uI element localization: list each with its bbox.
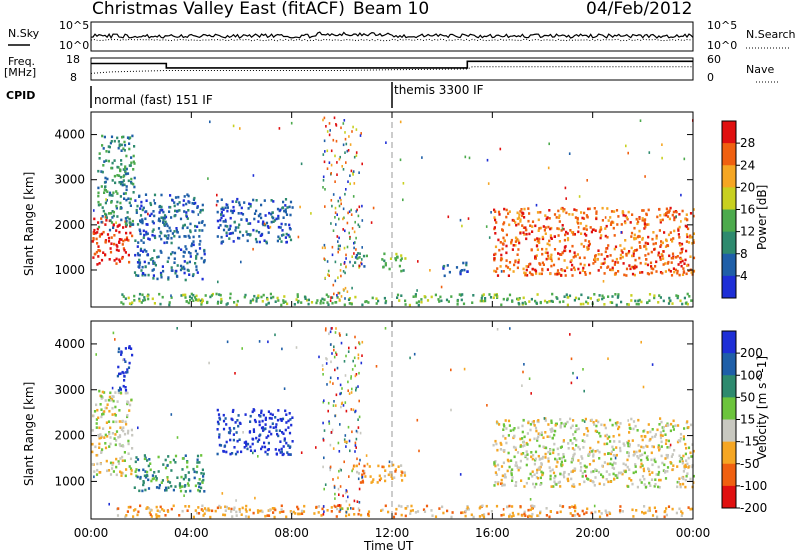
power-colorbar-cell bbox=[722, 143, 736, 166]
freq-label-line1: Freq. bbox=[8, 55, 36, 68]
noise-strip-frame bbox=[90, 21, 694, 52]
power-echo-region bbox=[216, 197, 294, 245]
power-ytick-label: 1000 bbox=[54, 263, 85, 277]
velocity-colorbar-tick-label: 50 bbox=[740, 390, 755, 404]
power-echo-region bbox=[442, 261, 469, 278]
power-colorbar-tick-label: 20 bbox=[740, 180, 755, 194]
velocity-colorbar-tick-label: 200 bbox=[740, 346, 763, 360]
power-colorbar-tick-label: 28 bbox=[740, 136, 755, 150]
cpid-label: CPID bbox=[6, 89, 36, 102]
velocity-colorbar-cell bbox=[722, 397, 736, 420]
power-colorbar-cell bbox=[722, 121, 736, 144]
velocity-echo-region bbox=[116, 345, 134, 392]
power-colorbar-tick-label: 12 bbox=[740, 225, 755, 239]
nsearch-label: N.Search bbox=[746, 28, 796, 41]
xtick-label: 16:00 bbox=[475, 526, 510, 540]
velocity-colorbar-label: Velocity [m s^-1] bbox=[755, 355, 769, 460]
xtick-label: 08:00 bbox=[274, 526, 309, 540]
velocity-echo-region bbox=[216, 408, 294, 457]
velocity-colorbar-cell bbox=[722, 463, 736, 487]
freq-tick-bottom: 8 bbox=[70, 71, 77, 84]
noise-search-line bbox=[90, 38, 694, 42]
velocity-echo-region bbox=[91, 389, 134, 478]
power-colorbar-cell bbox=[722, 209, 736, 233]
noise-sky-line bbox=[90, 31, 694, 40]
power-colorbar-tick-label: 24 bbox=[740, 158, 755, 172]
power-ytick-label: 3000 bbox=[54, 173, 85, 187]
velocity-ytick-label: 2000 bbox=[54, 429, 85, 443]
xaxis-label: Time UT bbox=[364, 539, 414, 553]
power-colorbar-cell bbox=[722, 253, 736, 277]
power-echo-region bbox=[133, 193, 206, 282]
power-colorbar-tick-label: 4 bbox=[740, 269, 748, 283]
power-colorbar-tick-label: 16 bbox=[740, 203, 755, 217]
velocity-ytick-label: 3000 bbox=[54, 383, 85, 397]
power-colorbar-cell bbox=[722, 187, 736, 210]
velocity-colorbar-cell bbox=[722, 353, 736, 376]
nave-label: Nave bbox=[746, 63, 775, 76]
velocity-ytick-label: 1000 bbox=[54, 474, 85, 488]
velocity-colorbar-tick-label: -50 bbox=[740, 457, 760, 471]
power-echo-region bbox=[97, 134, 136, 232]
power-colorbar-cell bbox=[722, 165, 736, 188]
velocity-colorbar-cell bbox=[722, 331, 736, 354]
velocity-colorbar-cell bbox=[722, 419, 736, 443]
velocity-echo-region bbox=[352, 463, 407, 484]
velocity-colorbar-tick-label: 15 bbox=[740, 413, 755, 427]
power-ytick-label: 2000 bbox=[54, 218, 85, 232]
power-colorbar-cell bbox=[722, 275, 736, 299]
station-title: Christmas Valley East (fitACF) bbox=[92, 0, 345, 19]
velocity-colorbar-cell bbox=[722, 375, 736, 398]
power-echo-region bbox=[91, 215, 134, 266]
power-colorbar-label: Power [dB] bbox=[755, 184, 769, 250]
nave-tick-bottom: 0 bbox=[707, 71, 714, 84]
nsky-label: N.Sky bbox=[8, 27, 40, 40]
xtick-label: 12:00 bbox=[375, 526, 410, 540]
xtick-label: 20:00 bbox=[575, 526, 610, 540]
velocity-colorbar-cell bbox=[722, 485, 736, 509]
power-ytick-label: 4000 bbox=[54, 128, 85, 142]
velocity-colorbar-tick-label: -200 bbox=[740, 501, 767, 515]
xtick-label: 00:00 bbox=[74, 526, 109, 540]
velocity-echo-region bbox=[492, 417, 695, 489]
velocity-echo-region bbox=[133, 454, 206, 493]
velocity-scatter-noise bbox=[93, 327, 695, 516]
velocity-ytick-label: 4000 bbox=[54, 337, 85, 351]
noise-tick-bottom-right: 10^0 bbox=[707, 39, 738, 52]
velocity-panel-bg bbox=[91, 321, 693, 519]
freq-tick-top: 18 bbox=[66, 53, 80, 66]
velocity-ylabel: Slant Range [km] bbox=[22, 381, 36, 486]
cpid-segment-1: normal (fast) 151 IF bbox=[94, 93, 213, 107]
date-label: 04/Feb/2012 bbox=[586, 0, 693, 19]
freq-strip-frame bbox=[90, 57, 694, 81]
power-ylabel: Slant Range [km] bbox=[22, 171, 36, 276]
velocity-colorbar-tick-label: -100 bbox=[740, 479, 767, 493]
freq-label-line2: [MHz] bbox=[4, 66, 37, 79]
nave-tick-top: 60 bbox=[707, 53, 721, 66]
velocity-colorbar-tick-label: -15 bbox=[740, 435, 760, 449]
power-scatter-noise bbox=[93, 116, 694, 304]
freq-line bbox=[91, 60, 693, 69]
power-echo-region bbox=[120, 292, 693, 307]
noise-tick-bottom-left: 10^0 bbox=[59, 39, 90, 52]
beam-label: Beam 10 bbox=[353, 0, 430, 19]
xtick-label: 00:00 bbox=[676, 526, 711, 540]
xtick-label: 04:00 bbox=[174, 526, 209, 540]
cpid-segment-2: themis 3300 IF bbox=[394, 83, 484, 97]
velocity-colorbar-tick-label: 100 bbox=[740, 368, 763, 382]
power-colorbar-tick-label: 8 bbox=[740, 247, 748, 261]
velocity-colorbar-cell bbox=[722, 441, 736, 465]
power-colorbar-cell bbox=[722, 231, 736, 255]
power-echo-region bbox=[381, 252, 407, 273]
noise-tick-top-left: 10^5 bbox=[59, 19, 90, 32]
noise-tick-top-right: 10^5 bbox=[707, 19, 738, 32]
